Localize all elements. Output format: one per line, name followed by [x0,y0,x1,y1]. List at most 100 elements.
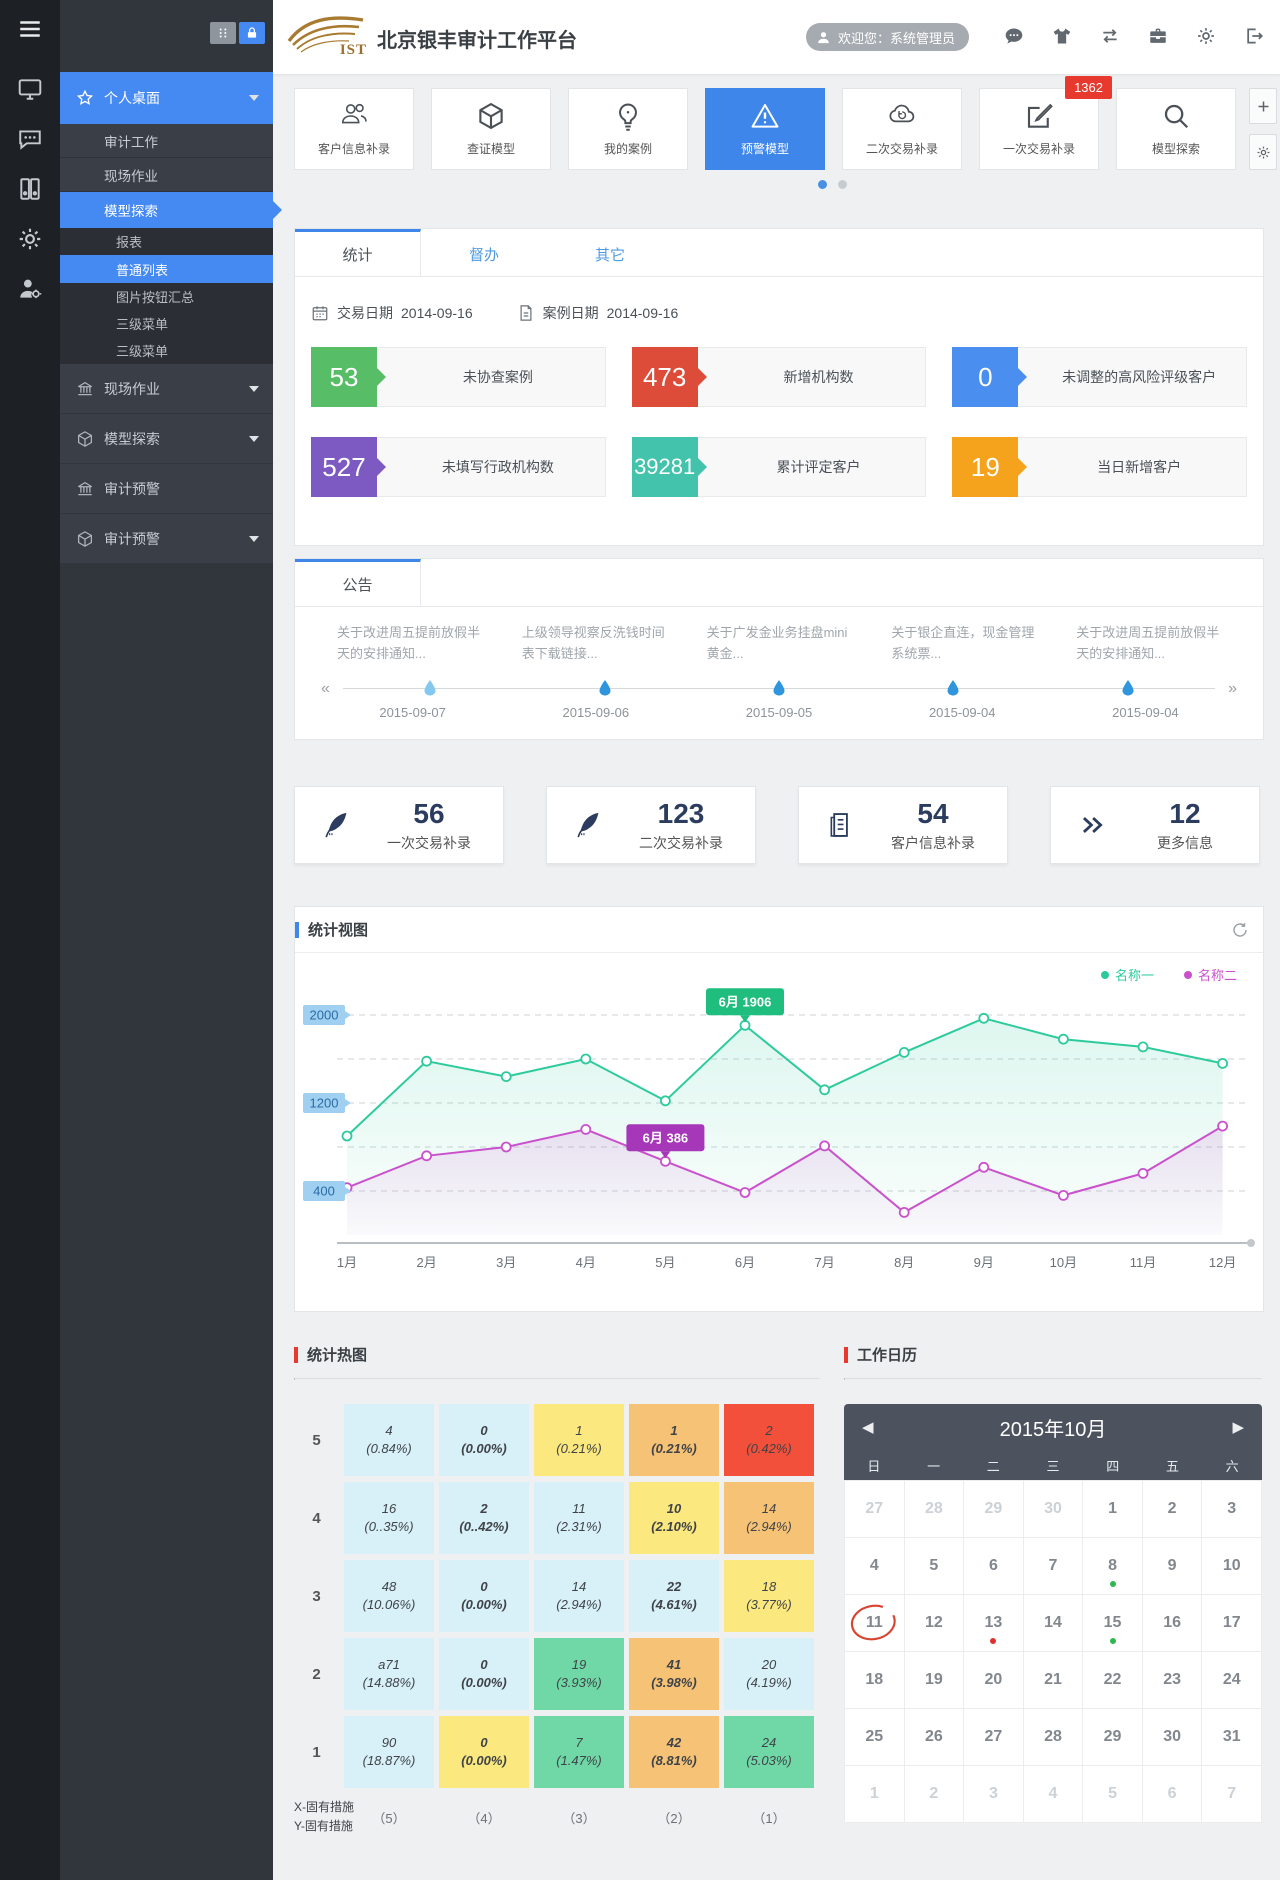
info-card-二次交易补录[interactable]: 123 二次交易补录 [546,786,756,864]
gear-icon[interactable] [17,226,43,252]
add-shortcut-button[interactable] [1249,88,1277,124]
calendar-cell-7[interactable]: 7 [1023,1538,1084,1595]
calendar-cell-5[interactable]: 5 [904,1538,965,1595]
sidebar-item-普通列表[interactable]: 普通列表 [60,255,273,283]
calendar-cell-15[interactable]: 15 [1083,1595,1143,1652]
message-icon[interactable] [1004,26,1024,46]
calendar-cell-9[interactable]: 9 [1142,1538,1203,1595]
calendar-cell-22[interactable]: 22 [1083,1652,1143,1709]
tab-notice[interactable]: 公告 [295,559,421,606]
tab-督办[interactable]: 督办 [468,246,499,264]
notice-item[interactable]: 上级领导视察反洗钱时间表下载链接... [521,625,665,661]
tiles-settings-button[interactable] [1249,134,1277,170]
calendar-cell-14[interactable]: 14 [1023,1595,1084,1652]
sidebar-lock-button[interactable] [239,22,265,44]
calendar-cell-28[interactable]: 28 [904,1481,965,1538]
swap-icon[interactable] [1100,26,1120,46]
stat-card-未调整的高风险评级客户[interactable]: 0 未调整的高风险评级客户 [952,347,1247,407]
tile-二次交易补录[interactable]: 二次交易补录 [842,88,962,170]
tiles-page-dot-1[interactable] [818,180,827,189]
calendar-cell-13[interactable]: 13 [964,1595,1024,1652]
user-welcome-pill[interactable]: 欢迎您：系统管理员 [806,23,970,51]
sidebar-item-模型探索[interactable]: 模型探索 [60,414,273,464]
briefcase-icon[interactable] [1148,26,1168,46]
calendar-cell-30[interactable]: 30 [1142,1709,1203,1766]
calendar-cell-20[interactable]: 20 [964,1652,1024,1709]
refresh-button[interactable] [1231,921,1249,939]
tile-客户信息补录[interactable]: 客户信息补录 [294,88,414,170]
tiles-page-dot-2[interactable] [838,180,847,189]
info-card-更多信息[interactable]: 12 更多信息 [1050,786,1260,864]
sidebar-item-三级菜单[interactable]: 三级菜单 [60,337,273,364]
calendar-next-icon[interactable]: ▶ [1232,1419,1244,1436]
legend-item-名称一[interactable]: 名称一 [1100,965,1154,984]
calendar-cell-27[interactable]: 27 [845,1481,905,1538]
calendar-cell-12[interactable]: 12 [904,1595,965,1652]
tab-其它[interactable]: 其它 [594,246,625,264]
gear-icon[interactable] [1196,26,1216,46]
calendar-cell-27[interactable]: 27 [964,1709,1024,1766]
sidebar-item-三级菜单[interactable]: 三级菜单 [60,310,273,337]
stat-card-未填写行政机构数[interactable]: 527 未填写行政机构数 [311,437,606,497]
calendar-cell-5[interactable]: 5 [1083,1766,1143,1823]
timeline-prev-icon[interactable]: « [321,680,330,697]
date-field-案例日期[interactable]: 案例日期 2014-09-16 [517,303,678,323]
legend-item-名称二[interactable]: 名称二 [1183,965,1237,984]
tile-查证模型[interactable]: 查证模型 [431,88,551,170]
calendar-cell-2[interactable]: 2 [1142,1481,1203,1538]
calendar-cell-24[interactable]: 24 [1202,1652,1262,1709]
stat-card-当日新增客户[interactable]: 19 当日新增客户 [952,437,1247,497]
sidebar-item-审计预警[interactable]: 审计预警 [60,464,273,514]
notice-item[interactable]: 关于广发金业务挂盘mini黄金... [706,625,848,661]
calendar-cell-1[interactable]: 1 [845,1766,905,1823]
notice-item[interactable]: 关于改进周五提前放假半天的安排通知... [337,625,481,661]
user-settings-icon[interactable] [17,276,43,302]
date-field-交易日期[interactable]: 交易日期 2014-09-16 [311,303,473,323]
info-card-客户信息补录[interactable]: 54 客户信息补录 [798,786,1008,864]
calendar-cell-21[interactable]: 21 [1023,1652,1084,1709]
chat-icon[interactable] [17,126,43,152]
tile-预警模型[interactable]: 预警模型 [705,88,825,170]
logout-icon[interactable] [1244,26,1264,46]
calendar-cell-3[interactable]: 3 [964,1766,1024,1823]
sidebar-item-模型探索[interactable]: 模型探索 [60,192,282,228]
calendar-cell-19[interactable]: 19 [904,1652,965,1709]
monitor-icon[interactable] [17,76,43,102]
archive-icon[interactable] [17,176,43,202]
calendar-cell-7[interactable]: 7 [1202,1766,1262,1823]
notice-item[interactable]: 关于银企直连，现金管理系统票... [891,625,1035,661]
calendar-cell-11[interactable]: 11 [845,1595,905,1652]
stat-card-累计评定客户[interactable]: 39281 累计评定客户 [631,437,927,497]
timeline-next-icon[interactable]: » [1228,680,1237,697]
calendar-cell-4[interactable]: 4 [845,1538,905,1595]
calendar-cell-4[interactable]: 4 [1023,1766,1084,1823]
sidebar-item-现场作业[interactable]: 现场作业 [60,364,273,414]
calendar-cell-30[interactable]: 30 [1023,1481,1084,1538]
sidebar-item-审计预警[interactable]: 审计预警 [60,514,273,564]
calendar-cell-6[interactable]: 6 [964,1538,1024,1595]
tile-模型探索[interactable]: 模型探索 [1116,88,1236,170]
tshirt-icon[interactable] [1052,26,1072,46]
notice-item[interactable]: 关于改进周五提前放假半天的安排通知... [1076,625,1220,661]
sidebar-item-个人桌面[interactable]: 个人桌面 [60,72,273,124]
sidebar-item-图片按钮汇总[interactable]: 图片按钮汇总 [60,283,273,310]
sidebar-grid-button[interactable] [210,22,236,44]
sidebar-item-审计工作[interactable]: 审计工作 [60,124,273,158]
calendar-cell-10[interactable]: 10 [1202,1538,1262,1595]
calendar-cell-16[interactable]: 16 [1142,1595,1203,1652]
calendar-cell-17[interactable]: 17 [1202,1595,1262,1652]
calendar-cell-29[interactable]: 29 [1083,1709,1143,1766]
calendar-cell-29[interactable]: 29 [964,1481,1024,1538]
calendar-cell-1[interactable]: 1 [1083,1481,1143,1538]
sidebar-item-现场作业[interactable]: 现场作业 [60,158,273,192]
calendar-cell-23[interactable]: 23 [1142,1652,1203,1709]
stat-card-新增机构数[interactable]: 473 新增机构数 [631,347,927,407]
calendar-cell-28[interactable]: 28 [1023,1709,1084,1766]
tile-一次交易补录[interactable]: 一次交易补录 1362 [979,76,1112,170]
calendar-cell-3[interactable]: 3 [1202,1481,1262,1538]
calendar-cell-25[interactable]: 25 [845,1709,905,1766]
calendar-cell-26[interactable]: 26 [904,1709,965,1766]
stat-card-未协查案例[interactable]: 53 未协查案例 [311,347,606,407]
tab-统计[interactable]: 统计 [295,229,421,276]
tile-我的案例[interactable]: 我的案例 [568,88,688,170]
